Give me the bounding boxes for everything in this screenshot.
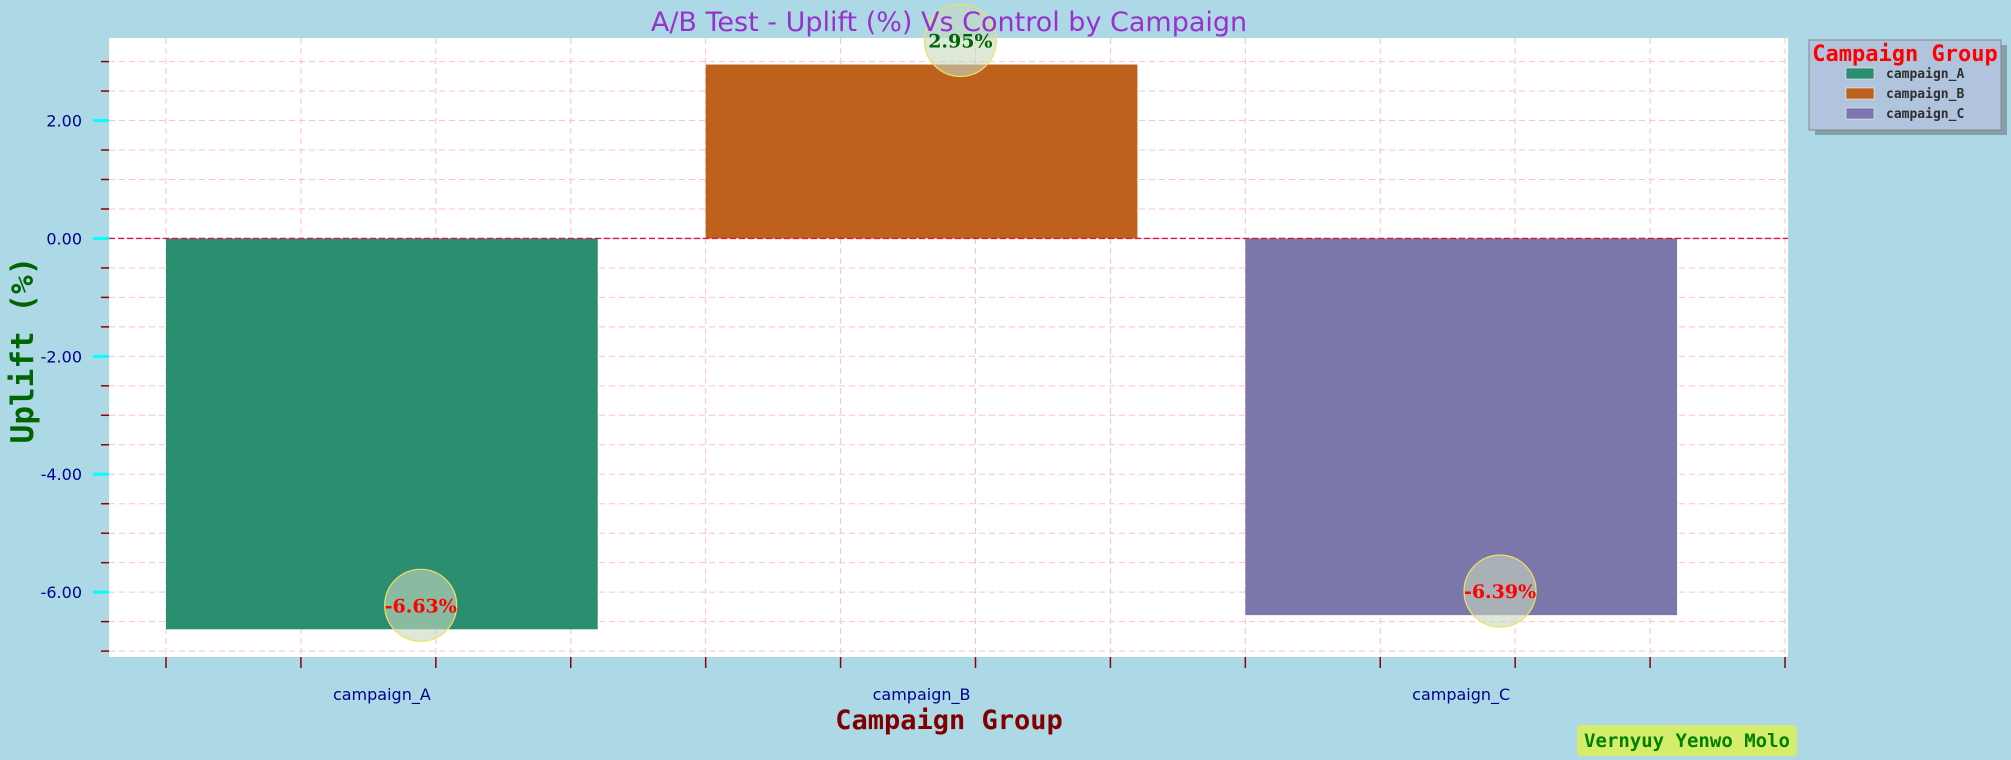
data-label-bubble-campaign_C (1463, 554, 1537, 628)
legend-box (1808, 39, 2002, 131)
y-axis: 2.00 0.00 -2.00 -4.00 -6.00 (41, 60, 109, 652)
data-label-bubble-campaign_B (923, 3, 997, 78)
x-tick-label-campaign_C: campaign_C (1412, 685, 1510, 705)
legend-swatch-campaign_B (1845, 87, 1875, 100)
x-axis: campaign_A campaign_B campaign_C (165, 657, 1786, 705)
credit-text: Vernyuy Yenwo Molo (1584, 730, 1790, 752)
data-label-campaign_A: -6.63% (385, 595, 457, 617)
bars (166, 64, 1678, 630)
legend-swatch-campaign_C (1845, 107, 1875, 120)
credit-background (1577, 725, 1797, 756)
legend-swatch-campaign_A (1845, 67, 1875, 80)
legend-label-campaign_A: campaign_A (1886, 67, 1964, 82)
y-tick-label: -6.00 (41, 583, 82, 602)
legend-label-campaign_B: campaign_B (1886, 87, 1964, 102)
y-tick-label: 0.00 (46, 229, 82, 248)
bar-campaign_C (1245, 238, 1678, 616)
chart-title: A/B Test - Uplift (%) Vs Control by Camp… (651, 7, 1247, 38)
credit-badge: Vernyuy Yenwo Molo (1577, 725, 1797, 756)
bar-campaign_B (705, 64, 1138, 239)
x-tick-label-campaign_A: campaign_A (333, 685, 431, 705)
data-labels: -6.63% 2.95% -6.39% (384, 3, 1537, 642)
y-axis-label: Uplift (%) (5, 257, 41, 444)
x-tick-label-campaign_B: campaign_B (873, 685, 971, 705)
bar-campaign_A (166, 238, 598, 630)
data-label-campaign_B: 2.95% (928, 31, 992, 53)
y-tick-label: -2.00 (41, 347, 82, 366)
y-tick-label: 2.00 (46, 112, 82, 131)
legend-label-campaign_C: campaign_C (1886, 107, 1964, 122)
data-label-bubble-campaign_A (384, 568, 458, 642)
legend-title: Campaign Group (1812, 42, 1997, 67)
legend-items: campaign_A campaign_B campaign_C (1845, 67, 1964, 122)
x-axis-label: Campaign Group (835, 705, 1063, 736)
y-tick-label: -4.00 (41, 465, 82, 484)
data-label-campaign_C: -6.39% (1464, 581, 1536, 603)
legend: Campaign Group campaign_Acampaign_Bcampa… (1808, 39, 2007, 135)
